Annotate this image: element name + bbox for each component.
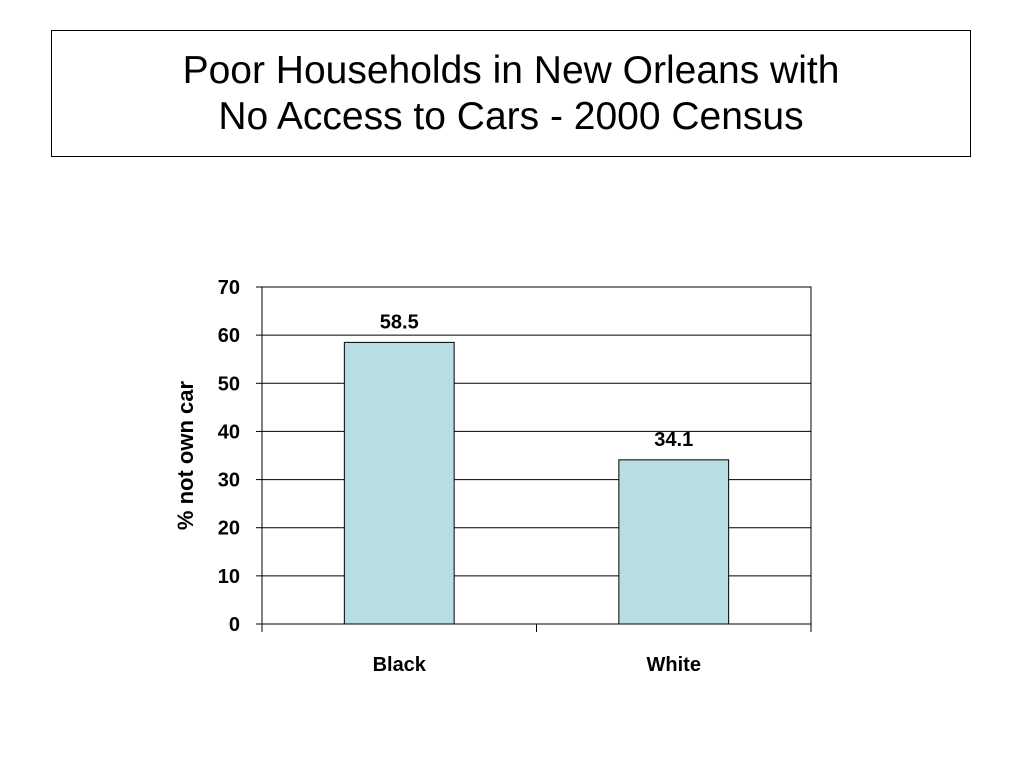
- y-tick-label-60: 60: [218, 325, 240, 347]
- y-tick-label-40: 40: [218, 421, 240, 443]
- title-box: Poor Households in New Orleans with No A…: [51, 30, 971, 157]
- y-tick-label-30: 30: [218, 470, 240, 492]
- y-tick-label-0: 0: [229, 614, 240, 636]
- title-line-1: Poor Households in New Orleans with: [182, 48, 840, 92]
- data-label-white: 34.1: [654, 429, 693, 451]
- y-tick-label-20: 20: [218, 518, 240, 540]
- title-line-2: No Access to Cars - 2000 Census: [218, 94, 804, 138]
- category-label-black: Black: [373, 654, 427, 676]
- data-label-black: 58.5: [380, 311, 419, 333]
- y-tick-label-50: 50: [218, 373, 240, 395]
- y-tick-label-10: 10: [218, 566, 240, 588]
- category-label-white: White: [647, 654, 701, 676]
- bar-white: [618, 459, 730, 625]
- y-axis-label: % not own car: [173, 381, 198, 531]
- y-tick-label-70: 70: [218, 277, 240, 299]
- bar-black: [343, 341, 455, 625]
